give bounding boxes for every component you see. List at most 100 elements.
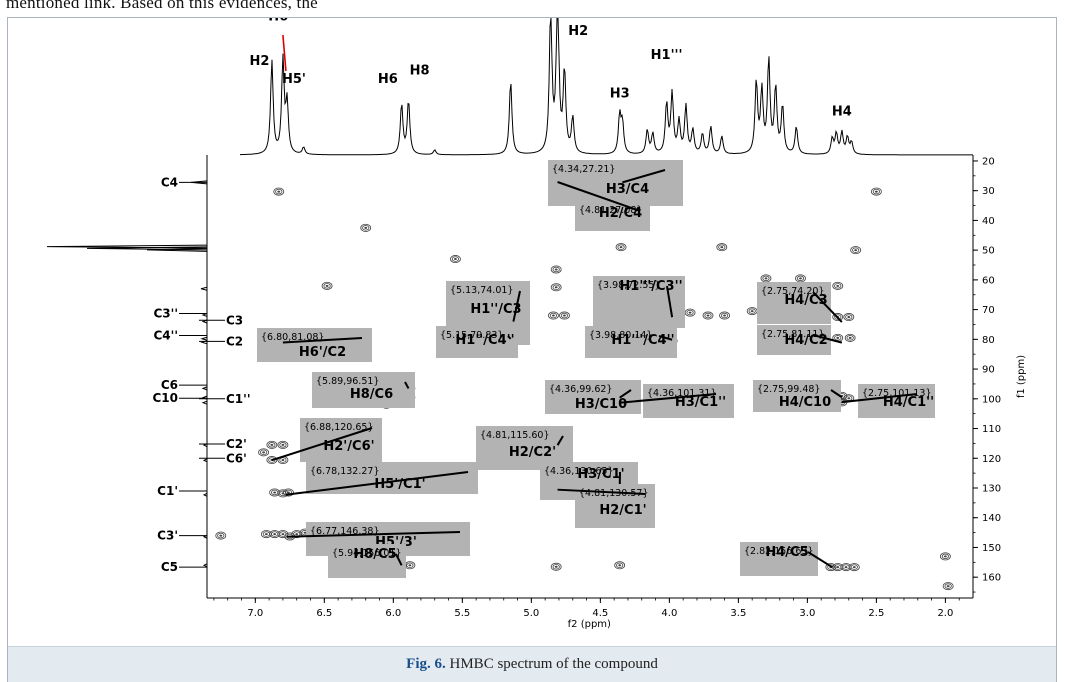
proton-label: H4 [832,104,852,119]
correlation-coord: {4.81,27.08} [579,205,642,216]
contour-core [408,564,412,567]
correlation-group: {4.36,99.62} H3/C10 [545,380,641,414]
correlation-arrow [404,381,410,389]
carbon-label: C2' [226,437,247,451]
correlation-name: H3/C1'' [675,395,726,410]
x-tick-label: 5.5 [454,608,470,619]
correlation-name: H1'''/C4'' [611,333,674,348]
contour-core [303,531,307,534]
contour-core [287,491,290,494]
contour-core [554,268,558,271]
correlation-box [545,380,641,414]
x-tick-label: 2.0 [937,608,953,619]
f2-projection [240,18,973,156]
correlation-group: {6.88,120.65} H2'/C6' [271,418,382,462]
contour-core [554,565,558,568]
contour-ring [827,564,835,570]
correlation-arrow [557,181,641,212]
correlation-arrow [507,335,512,340]
correlation-group: {2.75,101.13}H4/C1'' [841,384,935,418]
correlation-coord: {4.81,115.60} [480,430,550,441]
contour-core [364,226,368,229]
contour-ring [795,274,806,283]
carbon-label: C6' [226,451,247,465]
contour-ring [279,457,287,463]
f2-trace-line [240,18,973,156]
figure-caption: Fig. 6. HMBC spectrum of the compound [8,656,1056,673]
carbon-label: C4 [161,175,178,189]
correlation-group: {2.75,81.11}H4/C2 [757,325,843,355]
correlation-arrow [807,551,833,569]
contour-ring [552,266,560,273]
contour-ring [215,531,227,540]
f1-peak [201,386,208,391]
contour-ring [852,247,860,253]
correlation-coord: {5.13,74.01} [450,285,513,296]
correlation-arrow [619,389,632,399]
f1-peak [146,247,208,252]
proton-label: H5' [282,72,306,87]
contour-core [764,277,768,280]
correlation-arrow [556,435,564,446]
contour-ring [684,308,696,317]
correlation-arrow [271,427,373,462]
correlation-coord: {6.88,120.65} [304,422,374,433]
cross-peak [719,311,730,320]
correlation-arrow [658,335,673,341]
contour-ring [941,553,949,560]
cross-peak [360,223,372,232]
correlation-coord: {4.34,27.21} [552,164,615,175]
proton-label: H2 [249,54,269,69]
contour-core [852,566,856,569]
correlation-name: H2/C4 [599,206,642,221]
cross-peak [404,561,416,570]
cross-peak [702,311,714,320]
cross-peak [273,187,285,196]
correlation-group: {4.81,130.57} H2/C1' [557,484,655,528]
carbon-label: C6 [161,378,178,392]
cross-peak [258,448,269,457]
correlation-group: {4.34,27.21} H3/C4 [548,160,683,206]
correlation-arrow [841,393,918,404]
correlation-group: {2.75,74.20}H4/C3 [757,282,843,324]
correlation-group: {5.15,79.83}H1''/C4'' [436,326,518,358]
f1-projection [46,155,208,598]
x-tick-label: 6.0 [385,608,401,619]
proton-label: H6' [268,18,292,25]
contour-core [854,249,858,252]
contour-ring [548,311,559,320]
contour-core [847,316,851,319]
contour-ring [832,281,844,290]
contour-ring [451,256,460,262]
x-tick-label: 4.0 [661,608,677,619]
correlation-box [740,542,818,576]
correlation-box [328,544,406,578]
contour-core [874,190,878,193]
correlation-name: H3/C4 [606,182,649,197]
contour-ring [872,188,880,195]
contour-core [281,533,285,536]
cross-peak [832,281,844,290]
correlation-arrow [395,553,403,566]
correlation-group: {3.98,80.14}H1'''/C4'' [585,326,677,358]
y-tick-label: 20 [982,156,995,167]
caption-text: HMBC spectrum of the compound [445,656,658,672]
contour-core [219,534,223,537]
carbon-label: C2 [226,334,243,348]
x-tick-label: 3.0 [799,608,815,619]
contour-ring [942,582,954,591]
proton-label: H6 [378,72,398,87]
correlation-name: H3/C10 [575,397,627,412]
carbon-label: C10 [152,391,178,405]
contour-core [281,443,285,446]
correlation-name: H1'''/C3'' [619,279,682,294]
correlation-coord: {4.36,130.65} [544,466,614,477]
x-tick-label: 3.5 [730,608,746,619]
figure-frame [7,17,1057,682]
correlation-arrow [619,393,717,404]
cross-peak [850,246,862,255]
contour-ring [850,246,862,255]
cross-peak [548,311,559,320]
cross-peak [450,255,461,264]
contour-ring [450,255,461,264]
